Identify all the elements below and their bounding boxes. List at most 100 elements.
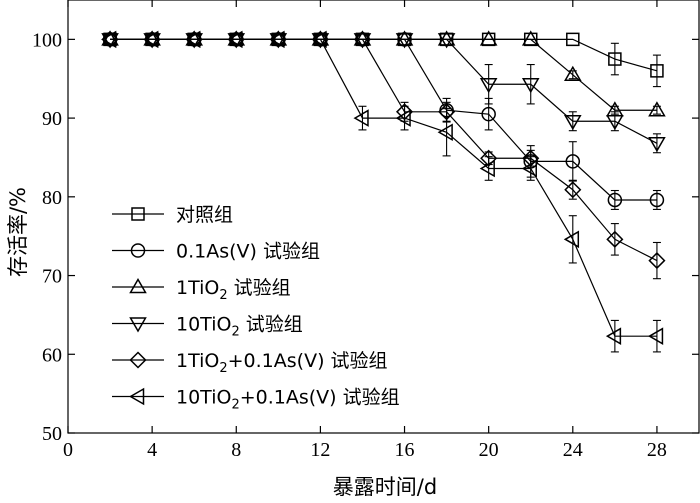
data-point: [185, 33, 203, 49]
data-point: [608, 52, 622, 66]
data-point: [437, 30, 456, 46]
data-point: [269, 33, 288, 49]
legend-item: 1TiO2+0.1As(V) 试验组: [112, 350, 388, 376]
data-point: [647, 327, 664, 345]
data-point: [353, 30, 372, 46]
data-point: [185, 30, 201, 49]
data-point: [227, 33, 246, 49]
data-point: [437, 123, 453, 142]
y-tick-label: 100: [32, 29, 62, 51]
series-line: [110, 38, 657, 337]
ticks-layer: 0 4 8 12 16 20 24 28 50 60 70 80 90 100: [32, 0, 699, 461]
series-2: [101, 30, 666, 117]
data-point: [606, 114, 624, 131]
x-tick-label: 24: [563, 439, 583, 461]
data-point: [649, 192, 665, 208]
y-tick-label: 70: [42, 266, 62, 288]
data-point: [269, 30, 288, 46]
series-line: [110, 38, 658, 144]
data-point: [566, 32, 580, 47]
legend-label-subscript: 2: [231, 398, 239, 413]
legend-label-part: 1TiO: [176, 277, 219, 299]
series-3: [101, 33, 666, 154]
x-tick-label: 16: [395, 439, 415, 461]
legend-label-part: +0.1As(V) 试验组: [228, 350, 388, 372]
y-tick-label: 60: [42, 344, 62, 366]
data-point: [564, 114, 582, 131]
data-point: [353, 30, 372, 48]
legend-label-part: 0.1As(V) 试验组: [176, 241, 320, 263]
data-point: [607, 192, 623, 208]
data-point: [650, 64, 664, 78]
y-tick-label: 50: [42, 423, 62, 445]
legend-marker: [131, 207, 145, 221]
x-axis-title: 暴露时间/d: [333, 475, 437, 499]
legend-label: 对照组: [176, 204, 233, 226]
data-point: [101, 33, 119, 49]
data-point: [143, 33, 161, 49]
x-tick-label: 28: [647, 439, 667, 461]
y-tick-label: 80: [42, 187, 62, 209]
legend-label-part: 10TiO: [176, 387, 231, 409]
data-point: [269, 30, 285, 49]
data-point: [521, 77, 540, 94]
data-point: [101, 30, 117, 49]
legend-label-part: 对照组: [176, 204, 233, 226]
x-tick-label: 4: [147, 439, 157, 461]
data-point: [143, 30, 159, 49]
legend-item: 0.1As(V) 试验组: [112, 241, 320, 263]
legend-label: 0.1As(V) 试验组: [176, 241, 320, 263]
data-point: [437, 33, 456, 49]
legend-label-subscript: 2: [219, 288, 227, 303]
data-point: [479, 77, 498, 94]
legend-marker: [130, 243, 146, 258]
data-point: [479, 30, 498, 46]
legend-label-subscript: 2: [219, 361, 227, 376]
series-layer: [101, 30, 666, 353]
data-point: [395, 30, 414, 46]
legend-item: 10TiO2 试验组: [112, 314, 303, 340]
data-point: [227, 30, 246, 46]
x-tick-label: 20: [479, 439, 499, 461]
legend-label: 1TiO2 试验组: [176, 277, 291, 303]
data-point: [648, 252, 666, 270]
data-point: [563, 230, 580, 249]
legend-label-part: 1TiO: [176, 350, 219, 372]
legend-marker: [129, 317, 147, 333]
data-point: [564, 65, 582, 82]
series-line: [110, 38, 658, 262]
legend-marker: [129, 277, 147, 294]
legend-label: 10TiO2 试验组: [176, 314, 303, 340]
series-line: [110, 38, 657, 201]
x-tick-label: 12: [310, 439, 330, 461]
data-point: [565, 154, 581, 169]
data-point: [521, 30, 540, 46]
legend-label: 10TiO2+0.1As(V) 试验组: [176, 387, 400, 413]
data-point: [143, 30, 161, 46]
data-point: [606, 230, 624, 248]
legend-label-part: 10TiO: [176, 314, 231, 336]
data-point: [311, 33, 330, 49]
y-axis-title: 存活率/%: [6, 187, 30, 277]
x-tick-label: 8: [231, 439, 241, 461]
legend-item: 对照组: [112, 204, 233, 226]
data-point: [353, 109, 369, 127]
data-point: [648, 137, 666, 153]
legend-marker: [128, 387, 145, 406]
legend-label-part: +0.1As(V) 试验组: [240, 387, 400, 409]
data-point: [227, 30, 243, 49]
legend-marker: [129, 351, 147, 369]
data-point: [648, 101, 666, 117]
plot-frame: [67, 0, 700, 434]
data-point: [481, 106, 496, 122]
legend-label: 1TiO2+0.1As(V) 试验组: [176, 350, 388, 376]
data-point: [521, 159, 537, 178]
data-point: [479, 159, 495, 178]
data-point: [185, 30, 203, 46]
series-5: [101, 30, 664, 353]
x-tick-label: 0: [63, 439, 73, 461]
y-tick-label: 90: [42, 108, 62, 130]
